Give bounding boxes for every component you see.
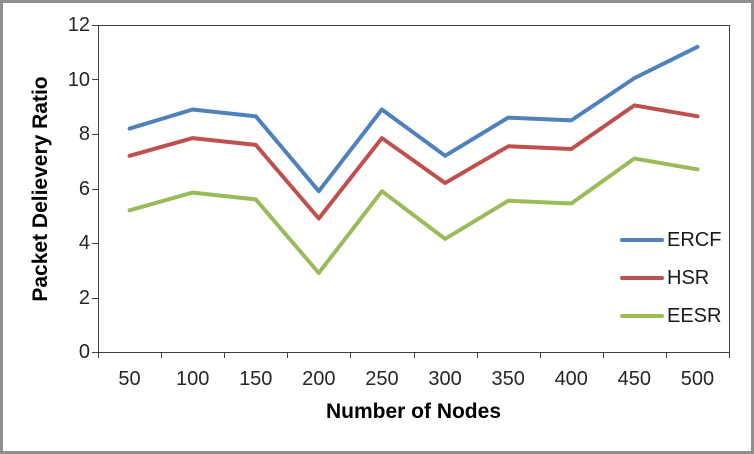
legend-label: ERCF: [667, 228, 722, 251]
x-axis-title: Number of Nodes: [325, 400, 501, 423]
y-tick-label: 0: [78, 341, 90, 363]
y-tick-label: 2: [78, 286, 90, 309]
x-tick-label: 500: [680, 368, 715, 390]
y-tick-label: 8: [78, 123, 90, 145]
legend-item-eesr: EESR: [620, 297, 721, 335]
x-tick-label: 350: [491, 368, 525, 390]
legend-label: HSR: [667, 266, 710, 289]
legend-line-ercf-icon: [620, 238, 664, 242]
x-tick-label: 250: [365, 368, 399, 390]
x-tick-label: 400: [554, 368, 588, 390]
line-series-group: [127, 44, 700, 275]
y-tick-label: 10: [67, 68, 90, 91]
x-tick-label: 200: [302, 368, 336, 390]
x-tick-label: 100: [175, 368, 210, 390]
legend-line-eesr-icon: [620, 314, 664, 318]
legend-item-ercf: ERCF: [620, 221, 721, 259]
legend-label: EESR: [667, 304, 722, 327]
series-line-hsr: [127, 103, 700, 221]
x-tick-label: 450: [617, 368, 652, 390]
y-tick-label: 6: [78, 177, 90, 200]
y-tick-label: 4: [78, 232, 90, 254]
y-tick-label: 12: [67, 14, 90, 36]
axis-tick-marks: [92, 25, 730, 358]
legend-line-hsr-icon: [620, 276, 664, 280]
legend: ERCF HSR EESR: [620, 221, 721, 335]
x-tick-label: 300: [428, 368, 462, 390]
series-line-ercf: [127, 44, 700, 194]
legend-item-hsr: HSR: [620, 259, 721, 297]
series-line-eesr: [127, 156, 700, 275]
x-tick-label: 50: [118, 368, 141, 390]
x-tick-label: 150: [239, 368, 273, 390]
